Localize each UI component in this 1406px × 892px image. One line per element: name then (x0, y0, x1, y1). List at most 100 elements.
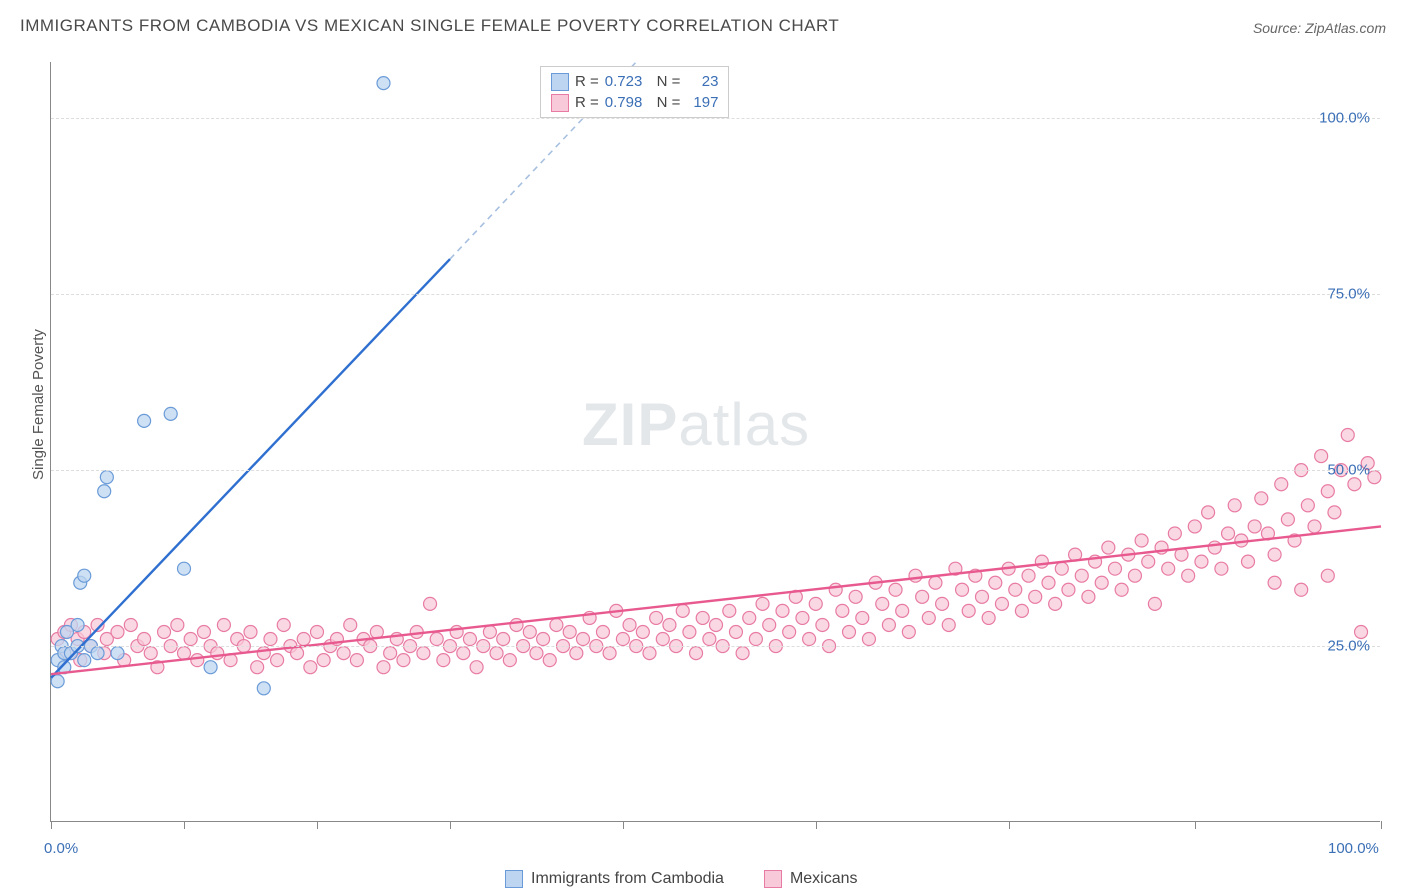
data-point (1315, 450, 1328, 463)
data-point (470, 661, 483, 674)
data-point (91, 647, 104, 660)
gridline (51, 294, 1380, 295)
series-legend-item: Mexicans (764, 870, 858, 888)
data-point (1242, 555, 1255, 568)
data-point (1115, 583, 1128, 596)
data-point (417, 647, 430, 660)
data-point (377, 661, 390, 674)
x-tick (184, 821, 185, 829)
legend-r-value: 0.723 (605, 71, 643, 92)
data-point (217, 618, 230, 631)
data-point (703, 633, 716, 646)
data-point (776, 604, 789, 617)
data-point (1049, 597, 1062, 610)
data-point (523, 626, 536, 639)
data-point (178, 562, 191, 575)
data-point (636, 626, 649, 639)
x-tick (317, 821, 318, 829)
stats-legend-row: R = 0.798 N = 197 (551, 92, 718, 113)
data-point (1248, 520, 1261, 533)
data-point (856, 611, 869, 624)
data-point (616, 633, 629, 646)
data-point (277, 618, 290, 631)
series-name: Mexicans (790, 870, 858, 888)
data-point (1348, 478, 1361, 491)
data-point (1142, 555, 1155, 568)
data-point (1255, 492, 1268, 505)
data-point (251, 661, 264, 674)
legend-n-value: 23 (686, 71, 718, 92)
data-point (902, 626, 915, 639)
data-point (570, 647, 583, 660)
data-point (1022, 569, 1035, 582)
y-tick-label: 100.0% (1319, 110, 1370, 127)
gridline (51, 470, 1380, 471)
data-point (197, 626, 210, 639)
data-point (1075, 569, 1088, 582)
data-point (982, 611, 995, 624)
data-point (836, 604, 849, 617)
data-point (543, 654, 556, 667)
data-point (1308, 520, 1321, 533)
data-point (696, 611, 709, 624)
data-point (1321, 485, 1334, 498)
data-point (264, 633, 277, 646)
x-min-label: 0.0% (44, 840, 78, 857)
data-point (78, 569, 91, 582)
y-tick-label: 75.0% (1327, 286, 1370, 303)
series-name: Immigrants from Cambodia (531, 870, 724, 888)
data-point (956, 583, 969, 596)
data-point (100, 471, 113, 484)
data-point (656, 633, 669, 646)
x-tick (816, 821, 817, 829)
data-point (257, 647, 270, 660)
data-point (78, 654, 91, 667)
data-point (271, 654, 284, 667)
gridline (51, 118, 1380, 119)
data-point (936, 597, 949, 610)
x-tick (1381, 821, 1382, 829)
data-point (111, 647, 124, 660)
data-point (1015, 604, 1028, 617)
data-point (563, 626, 576, 639)
x-max-label: 100.0% (1328, 840, 1379, 857)
data-point (909, 569, 922, 582)
data-point (184, 633, 197, 646)
legend-n-value: 197 (686, 92, 718, 113)
data-point (577, 633, 590, 646)
data-point (1208, 541, 1221, 554)
data-point (729, 626, 742, 639)
data-point (297, 633, 310, 646)
legend-r-label: R = (575, 92, 599, 113)
data-point (922, 611, 935, 624)
x-tick (1195, 821, 1196, 829)
data-point (1268, 548, 1281, 561)
data-point (437, 654, 450, 667)
data-point (424, 597, 437, 610)
data-point (829, 583, 842, 596)
data-point (463, 633, 476, 646)
data-point (603, 647, 616, 660)
data-point (430, 633, 443, 646)
data-point (849, 590, 862, 603)
data-point (643, 647, 656, 660)
data-point (71, 618, 84, 631)
data-point (843, 626, 856, 639)
data-point (1188, 520, 1201, 533)
data-point (124, 618, 137, 631)
data-point (1321, 569, 1334, 582)
data-point (317, 654, 330, 667)
data-point (749, 633, 762, 646)
data-point (896, 604, 909, 617)
data-point (916, 590, 929, 603)
data-point (510, 618, 523, 631)
data-point (191, 654, 204, 667)
data-point (816, 618, 829, 631)
data-point (384, 647, 397, 660)
chart-svg (51, 62, 1380, 821)
data-point (530, 647, 543, 660)
legend-r-value: 0.798 (605, 92, 643, 113)
data-point (710, 618, 723, 631)
data-point (663, 618, 676, 631)
data-point (257, 682, 270, 695)
